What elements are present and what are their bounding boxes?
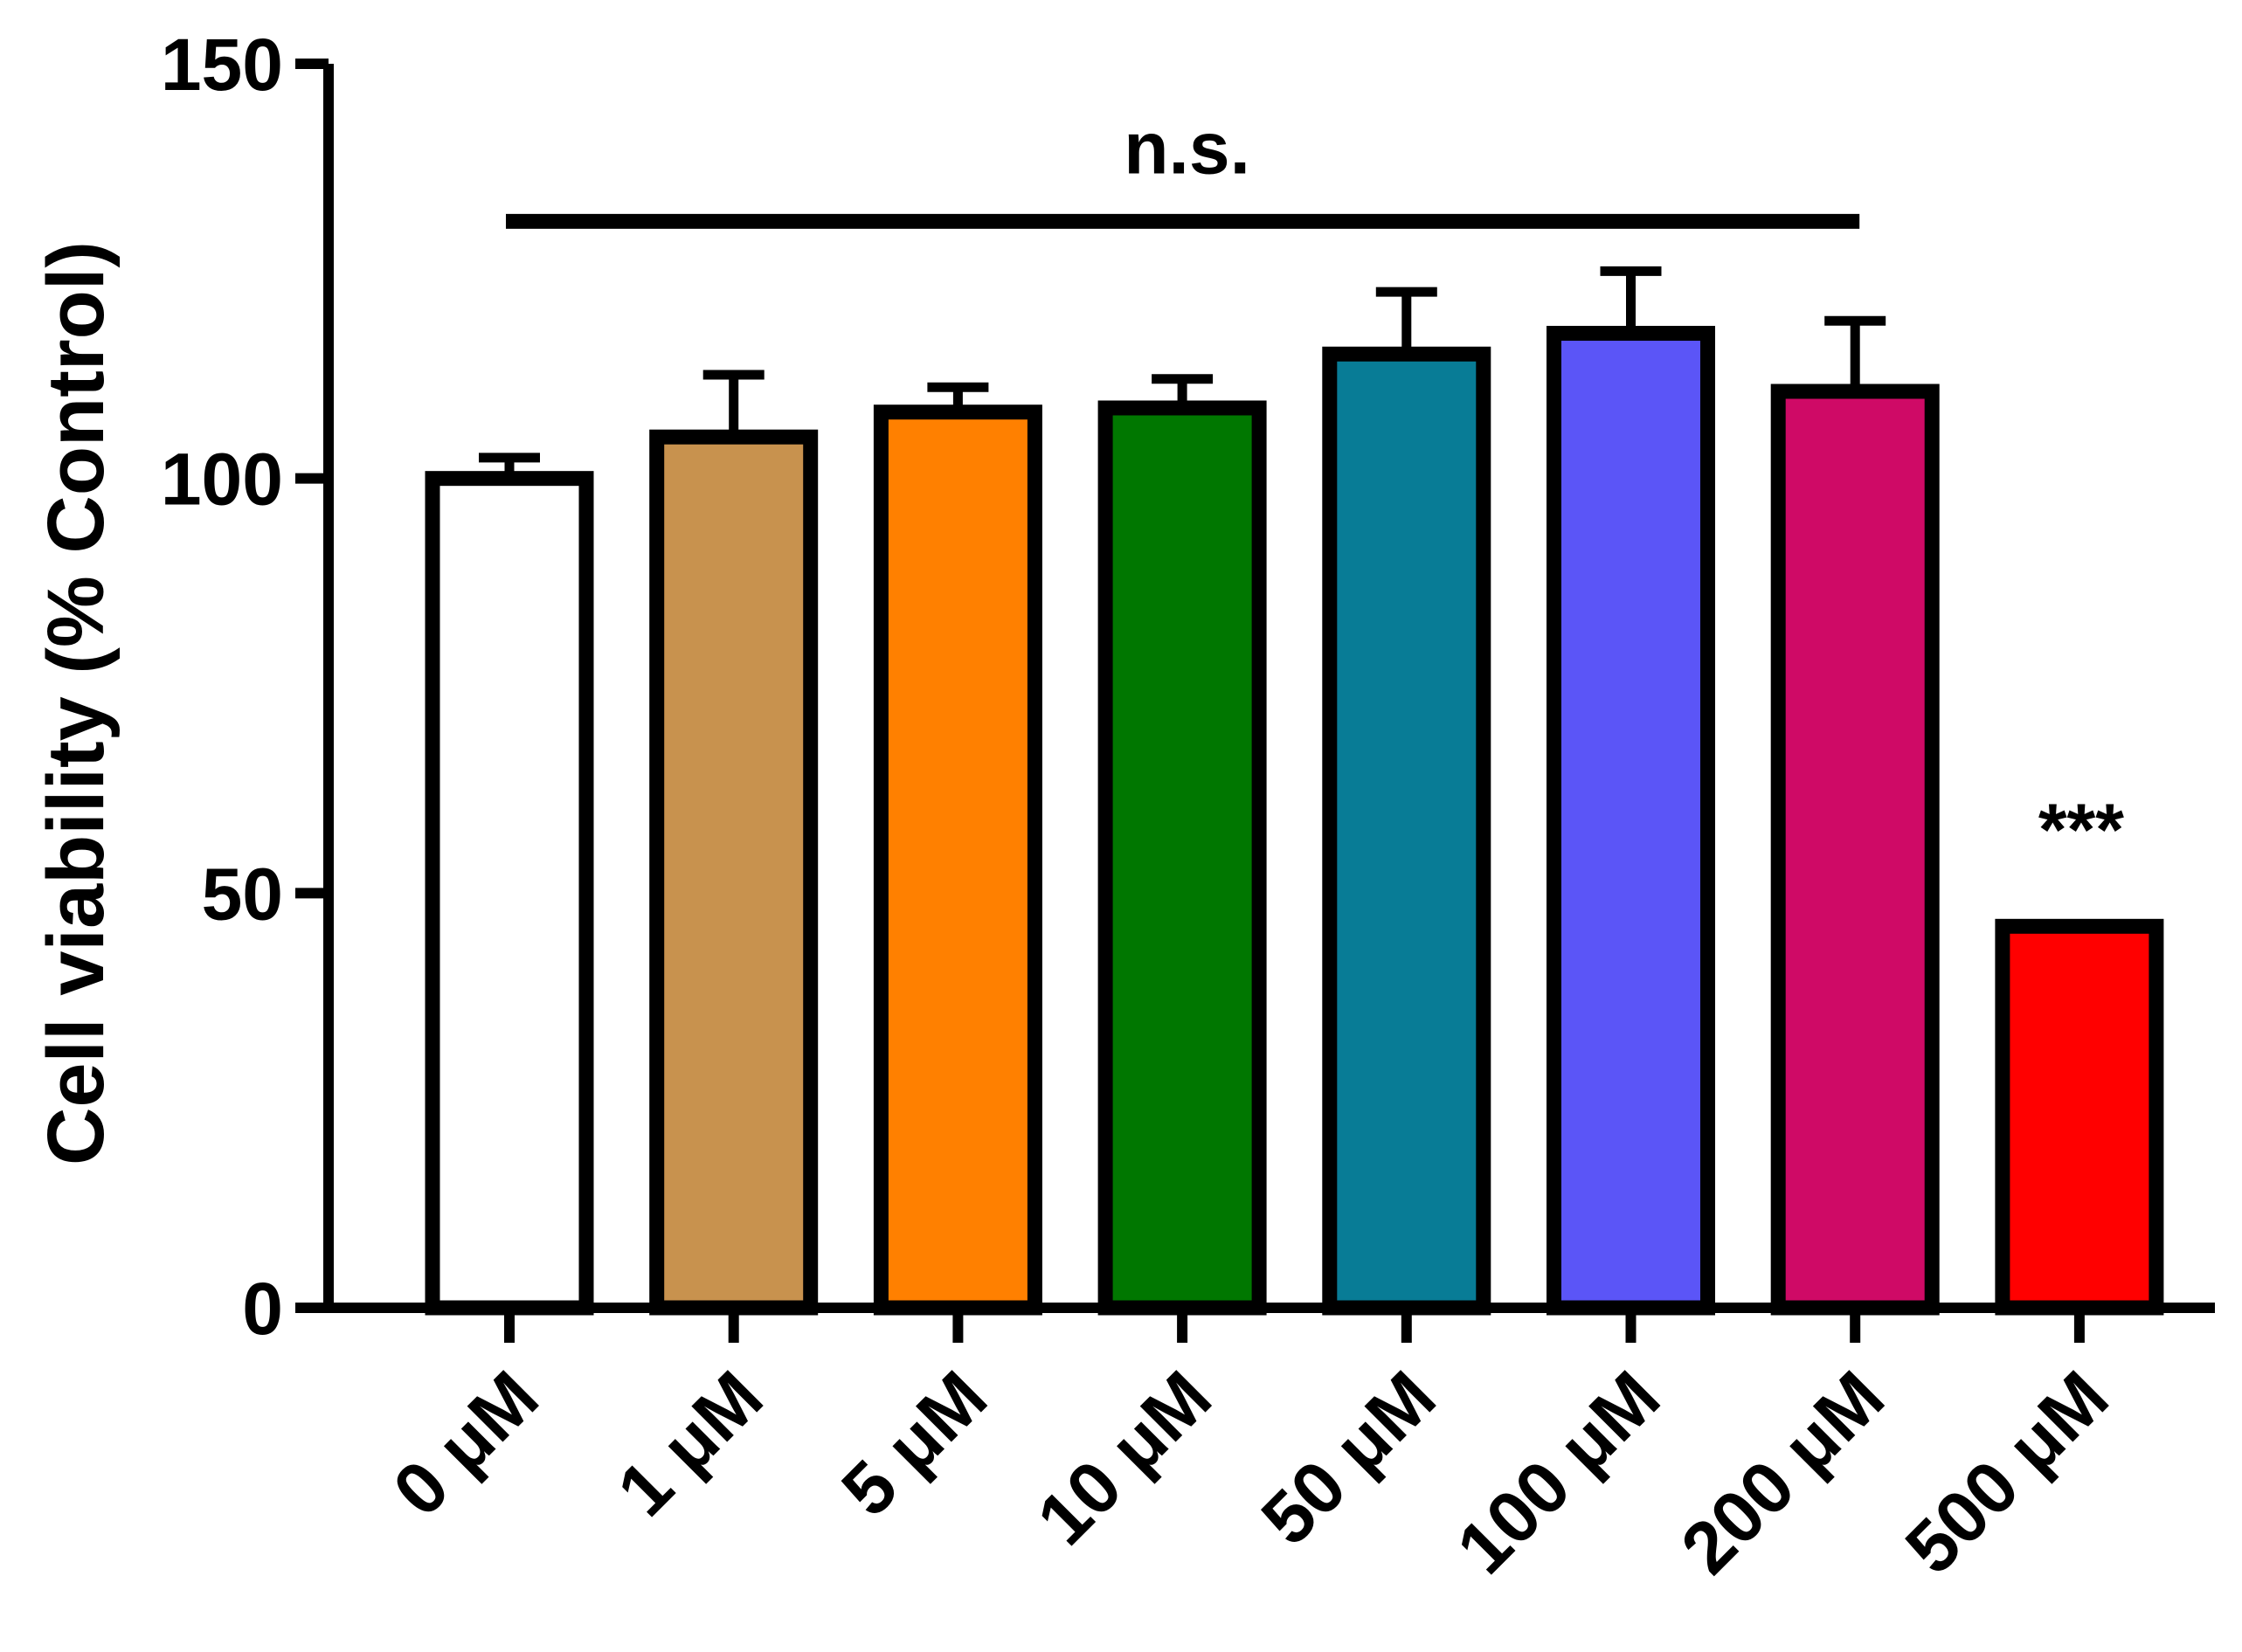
y-tick-label: 0 — [242, 1268, 283, 1350]
x-category-label-5: 100 μM — [1441, 1355, 1675, 1589]
x-category-label-3: 10 μM — [1021, 1355, 1227, 1560]
y-tick-label: 100 — [161, 439, 283, 521]
bar-6 — [1770, 384, 1940, 1316]
ns-label: n.s. — [1124, 107, 1250, 189]
error-bars — [479, 266, 1886, 479]
bar-3 — [1097, 400, 1267, 1316]
bar-0 — [425, 471, 594, 1316]
bar-1 — [649, 429, 819, 1316]
y-axis-title: Cell viability (% Control) — [31, 241, 121, 1165]
y-tick-label: 150 — [161, 24, 283, 106]
x-category-label-7: 500 μM — [1890, 1355, 2124, 1589]
x-category-label-2: 5 μM — [826, 1355, 1002, 1531]
y-tick-label: 50 — [202, 853, 283, 935]
x-category-label-1: 1 μM — [602, 1355, 778, 1531]
bar-7 — [1995, 918, 2164, 1316]
x-category-label-0: 0 μM — [377, 1355, 554, 1531]
bar-4 — [1322, 346, 1491, 1316]
bar-5 — [1547, 326, 1715, 1316]
annotations: n.s. *** — [506, 107, 2124, 870]
x-category-label-4: 50 μM — [1246, 1355, 1451, 1560]
x-category-label-6: 200 μM — [1665, 1355, 1899, 1589]
significance-label: *** — [2038, 788, 2124, 870]
bars — [425, 326, 2164, 1316]
bar-2 — [873, 404, 1042, 1316]
